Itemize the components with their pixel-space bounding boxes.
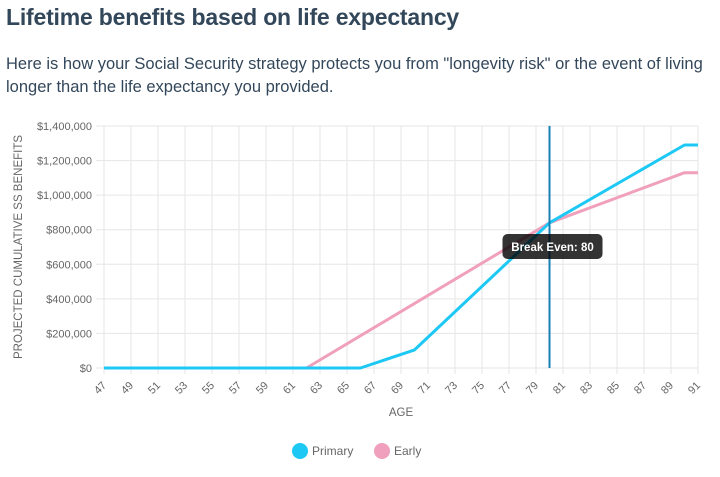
chart-grid <box>96 125 699 374</box>
legend-item-early[interactable]: Early <box>374 443 421 459</box>
x-tick-label: 53 <box>173 380 190 397</box>
x-tick-label: 65 <box>335 380 352 397</box>
legend-label: Early <box>394 444 421 458</box>
x-tick-label: 73 <box>443 380 460 397</box>
x-axis-label: AGE <box>389 407 414 419</box>
series-line-primary <box>104 143 698 370</box>
x-tick-label: 77 <box>497 380 514 397</box>
x-tick-label: 55 <box>200 380 217 397</box>
x-tick-label: 91 <box>686 380 703 397</box>
x-tick-label: 51 <box>146 380 163 397</box>
page-description: Here is how your Social Security strateg… <box>6 55 703 96</box>
x-tick-label: 59 <box>254 380 271 397</box>
y-tick-label: $800,000 <box>46 225 92 237</box>
break-even-annotation: Break Even: 80 <box>502 126 603 368</box>
y-tick-label: $1,000,000 <box>37 190 92 202</box>
y-tick-label: $600,000 <box>46 259 92 271</box>
break-even-tooltip <box>502 234 603 259</box>
x-tick-label: 69 <box>389 380 406 397</box>
x-tick-label: 89 <box>659 380 676 397</box>
x-tick-label: 67 <box>362 380 379 397</box>
y-tick-label: $1,200,000 <box>37 156 92 168</box>
x-tick-label: 71 <box>416 380 433 397</box>
x-tick-label: 47 <box>92 380 109 397</box>
legend-swatch-primary <box>292 443 308 459</box>
y-tick-label: $200,000 <box>46 328 92 340</box>
x-tick-label: 61 <box>281 380 298 397</box>
x-tick-label: 83 <box>578 380 595 397</box>
break-even-tooltip-text: Break Even: 80 <box>511 242 593 254</box>
x-axis-ticks: 47 49 51 53 55 57 59 61 63 65 67 69 71 73 75 77 79 81 83 85… <box>92 380 703 397</box>
x-tick-label: 87 <box>632 380 649 397</box>
x-tick-label: 75 <box>470 380 487 397</box>
x-tick-label: 79 <box>524 380 541 397</box>
x-tick-label: 57 <box>227 380 244 397</box>
y-axis-ticks: $0 $200,000 $400,000 $600,000 $800,000 $1,000… <box>37 121 92 375</box>
legend-item-primary[interactable]: Primary <box>292 443 353 459</box>
x-tick-label: 81 <box>551 380 568 397</box>
legend-swatch-early <box>374 443 390 459</box>
y-tick-label: $400,000 <box>46 294 92 306</box>
page-title: Lifetime benefits based on life expectan… <box>6 4 460 30</box>
x-tick-label: 63 <box>308 380 325 397</box>
legend-label: Primary <box>312 444 353 458</box>
y-tick-label: $0 <box>80 363 92 375</box>
x-tick-label: 85 <box>605 380 622 397</box>
y-axis-label: PROJECTED CUMULATIVE SS BENEFITS <box>13 135 25 359</box>
y-tick-label: $1,400,000 <box>37 121 92 133</box>
chart-legend: Primary Early <box>292 443 421 459</box>
x-tick-label: 49 <box>119 380 136 397</box>
